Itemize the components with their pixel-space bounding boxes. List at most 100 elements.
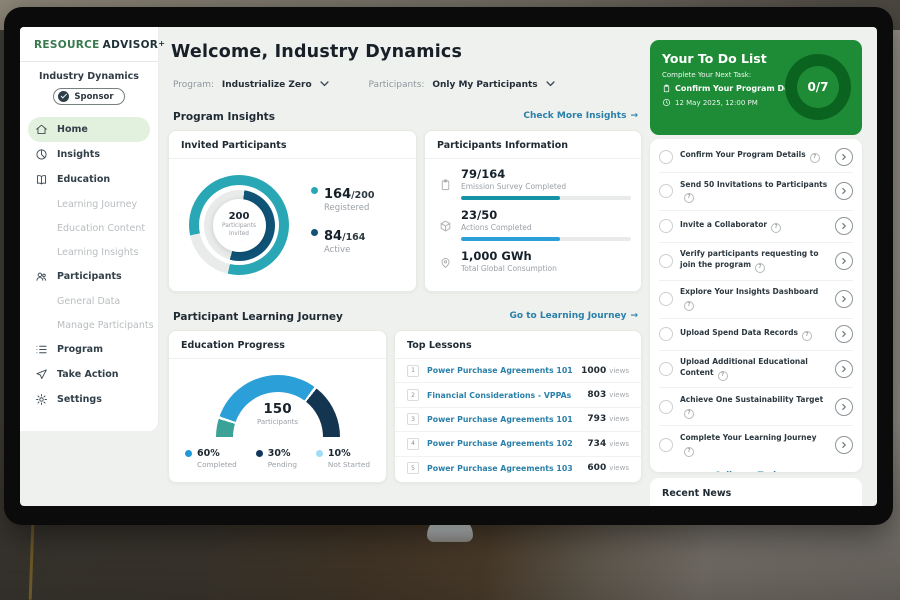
help-icon[interactable]: ? [684,446,694,457]
lesson-link[interactable]: Power Purchase Agreements 101 [427,414,573,424]
go-to-learning-journey-link[interactable]: Go to Learning Journey → [510,311,638,321]
legend-dot [255,450,263,457]
task-checkbox[interactable] [659,327,673,342]
task-go-button[interactable] [835,252,853,271]
legend-not-started: 10% Not Started [315,448,370,469]
help-icon[interactable]: ? [684,408,694,419]
sidebar-item-education-content[interactable]: Education Content [20,216,158,240]
participants-filter[interactable]: Participants: Only My Participants [369,80,555,90]
task-checkbox[interactable] [659,292,673,307]
task-checkbox[interactable] [659,149,673,164]
todo-progress-ring: 0/7 [785,54,851,120]
chevron-right-icon [842,153,847,160]
task-go-button[interactable] [835,147,853,166]
program-filter[interactable]: Program: Industrialize Zero [173,80,329,90]
legend-total: /164 [342,232,366,243]
task-go-button[interactable] [835,290,853,309]
legend-registered: 164/200 Registered [311,183,374,213]
legend-pct: 60% [197,448,220,459]
card-body: 200 Participants Invited 164/200 Registe… [169,159,416,283]
task-go-button[interactable] [835,397,853,416]
task-go-button[interactable] [835,325,853,344]
help-icon[interactable]: ? [755,263,766,274]
task-checkbox[interactable] [659,437,673,452]
card-title: Education Progress [169,331,386,359]
lesson-row: 4 Power Purchase Agreements 102 734 view… [395,432,641,457]
legend-value: 84 [324,229,343,244]
sidebar-item-program[interactable]: Program [20,337,158,362]
logo-advisor: ADVISOR [102,39,159,51]
chevron-right-icon [842,403,847,410]
help-icon[interactable]: ? [771,222,782,233]
lesson-rank: 3 [407,413,419,426]
task-label: Explore Your Insights Dashboard [680,287,819,297]
gauge-center-label: Participants [256,418,299,426]
task-checkbox[interactable] [659,362,673,376]
sidebar: RESOURCE ADVISOR+ Industry Dynamics Spons… [20,27,165,431]
legend-label: Active [324,245,351,255]
help-icon[interactable]: ? [717,370,728,381]
settings-icon [36,394,47,405]
task-go-button[interactable] [835,435,853,454]
task-row: Invite a Collaborator? [659,211,853,243]
task-label: Confirm Your Program Details [680,150,806,159]
task-checkbox[interactable] [659,184,673,199]
collapse-tasks-link[interactable]: Collapse Tasks [659,463,853,472]
lesson-link[interactable]: Power Purchase Agreements 103 [427,463,573,473]
legend-label: Registered [324,203,370,213]
actions-progress-bar [461,237,631,241]
learning-journey-heading: Participant Learning Journey [173,311,343,323]
sidebar-item-participants[interactable]: Participants [20,264,158,289]
help-icon[interactable]: ? [684,301,694,312]
invited-donut-chart: 200 Participants Invited [189,175,289,275]
link-text: Go to Learning Journey [509,311,627,321]
lesson-link[interactable]: Financial Considerations - VPPAs [427,390,572,400]
nav-label: Participants [57,271,122,282]
task-row: Achieve One Sustainability Target? [659,388,853,427]
sidebar-item-learning-insights[interactable]: Learning Insights [20,240,158,264]
help-icon[interactable]: ? [809,152,820,163]
chevron-right-icon [842,258,847,265]
top-lessons-card: Top Lessons 1 Power Purchase Agreements … [394,330,642,483]
sidebar-item-take-action[interactable]: Take Action [20,362,158,387]
sidebar-item-manage-participants[interactable]: Manage Participants [20,313,158,337]
task-label: Verify participants requesting to join t… [680,249,819,270]
task-checkbox[interactable] [659,399,673,414]
check-more-insights-link[interactable]: Check More Insights → [523,111,638,121]
legend-dot [315,450,323,457]
sidebar-item-settings[interactable]: Settings [20,387,158,412]
task-row: Complete Your Learning Journey? [659,426,853,463]
nav-label: Program [57,344,103,355]
task-row: Confirm Your Program Details? [659,141,853,173]
task-go-button[interactable] [835,360,853,378]
chevron-right-icon [842,296,847,303]
education-progress-card: Education Progress 150 Participants 60% … [168,330,387,483]
lesson-link[interactable]: Power Purchase Agreements 102 [427,439,573,449]
take-action-icon [36,369,47,380]
metric-label: Actions Completed [461,223,532,232]
chevron-down-icon [319,81,329,87]
nav-label: Education [57,174,111,185]
legend-active: 84/164 Active [311,225,365,255]
task-label: Invite a Collaborator [680,219,768,229]
nav-label: Home [57,124,88,135]
task-checkbox[interactable] [659,254,673,269]
task-go-button[interactable] [835,182,853,201]
help-icon[interactable]: ? [801,330,812,341]
lesson-link[interactable]: Power Purchase Agreements 101 [427,366,573,376]
sponsor-badge[interactable]: Sponsor [53,88,125,105]
task-go-button[interactable] [835,217,853,236]
sidebar-item-education[interactable]: Education [20,167,158,192]
home-icon [36,124,47,135]
views-label: views [609,415,629,424]
sidebar-item-general-data[interactable]: General Data [20,289,158,313]
views-label: views [609,464,629,473]
education-icon [36,175,47,185]
lesson-views: 1000 [581,365,607,376]
help-icon[interactable]: ? [684,193,694,204]
legend-label: Not Started [327,460,370,469]
task-checkbox[interactable] [659,219,673,234]
sidebar-item-insights[interactable]: Insights [20,142,158,167]
sidebar-item-home[interactable]: Home [28,117,150,142]
sidebar-item-learning-journey[interactable]: Learning Journey [20,192,158,216]
